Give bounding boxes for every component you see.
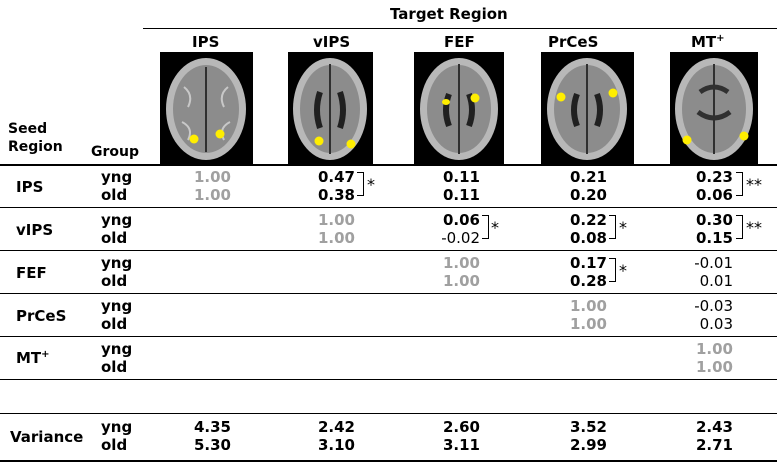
variance-fef-yng: 2.60	[442, 418, 480, 436]
seed-vips: vIPS	[16, 221, 54, 239]
cell-prces-prces-yng: 1.00	[569, 297, 607, 315]
variance-prces-yng: 3.52	[569, 418, 607, 436]
cell-vips-fef-yng: 0.06	[442, 211, 480, 229]
group-label: yng	[101, 168, 133, 186]
significance-star: *	[619, 261, 627, 280]
seed-mt: MT+	[16, 349, 50, 367]
variance-mt-yng: 2.43	[695, 418, 733, 436]
brain-image-mt	[670, 52, 758, 165]
significance-star: *	[367, 175, 375, 194]
cell-vips-mt-old: 0.15	[695, 229, 733, 247]
header-rule	[143, 28, 777, 29]
significance-star: **	[746, 175, 762, 194]
cell-vips-vips-yng: 1.00	[317, 211, 355, 229]
row-divider	[0, 250, 777, 251]
group-label: yng	[101, 254, 133, 272]
cell-ips-prces-old: 0.20	[569, 186, 607, 204]
brain-image-ips	[160, 52, 253, 165]
cell-mt-mt-old: 1.00	[695, 358, 733, 376]
group-label: old	[101, 229, 128, 247]
brain-image-vips	[288, 52, 373, 165]
cell-ips-ips-old: 1.00	[193, 186, 231, 204]
col-header-mt: MT+	[691, 33, 725, 51]
cell-prces-mt-old: 0.03	[699, 315, 733, 333]
variance-label: Variance	[10, 428, 84, 446]
cell-vips-mt-yng: 0.30	[695, 211, 733, 229]
cell-fef-prces-yng: 0.17	[569, 254, 607, 272]
significance-bracket	[736, 215, 743, 239]
group-label: old	[101, 186, 128, 204]
group-label: old	[101, 358, 128, 376]
variance-fef-old: 3.11	[442, 436, 480, 454]
variance-vips-old: 3.10	[317, 436, 355, 454]
cell-ips-ips-yng: 1.00	[193, 168, 231, 186]
seed-fef: FEF	[16, 264, 47, 282]
seed-prces: PrCeS	[16, 307, 67, 325]
cell-ips-mt-yng: 0.23	[695, 168, 733, 186]
group-label: yng	[101, 418, 133, 436]
col-header-prces: PrCeS	[548, 33, 599, 51]
brain-image-fef	[414, 52, 504, 165]
cell-ips-prces-yng: 0.21	[569, 168, 607, 186]
significance-star: **	[746, 218, 762, 237]
significance-star: *	[619, 218, 627, 237]
variance-top-rule	[0, 413, 777, 414]
cell-vips-prces-old: 0.08	[569, 229, 607, 247]
significance-bracket	[357, 172, 364, 196]
group-label: old	[101, 315, 128, 333]
table-top-rule	[0, 164, 777, 166]
cell-vips-fef-old: -0.02	[441, 229, 480, 247]
row-divider	[0, 379, 777, 380]
col-header-fef: FEF	[444, 33, 475, 51]
cell-fef-fef-yng: 1.00	[442, 254, 480, 272]
cell-mt-mt-yng: 1.00	[695, 340, 733, 358]
cell-ips-fef-old: 0.11	[442, 186, 480, 204]
row-divider	[0, 336, 777, 337]
group-label: old	[101, 272, 128, 290]
seed-region-header: Seed Region	[8, 121, 63, 155]
cell-fef-fef-old: 1.00	[442, 272, 480, 290]
significance-bracket	[609, 258, 616, 282]
cell-ips-mt-old: 0.06	[695, 186, 733, 204]
col-header-ips: IPS	[192, 33, 220, 51]
cell-prces-prces-old: 1.00	[569, 315, 607, 333]
row-divider	[0, 207, 777, 208]
cell-prces-mt-yng: -0.03	[694, 297, 733, 315]
row-divider	[0, 293, 777, 294]
group-label: yng	[101, 297, 133, 315]
cell-ips-vips-old: 0.38	[317, 186, 355, 204]
variance-ips-old: 5.30	[193, 436, 231, 454]
cell-vips-prces-yng: 0.22	[569, 211, 607, 229]
group-label: yng	[101, 211, 133, 229]
cell-ips-vips-yng: 0.47	[317, 168, 355, 186]
significance-star: *	[491, 218, 499, 237]
seed-ips: IPS	[16, 178, 44, 196]
variance-prces-old: 2.99	[569, 436, 607, 454]
group-header: Group	[91, 144, 140, 160]
brain-image-prces	[541, 52, 634, 165]
group-label: yng	[101, 340, 133, 358]
table-bottom-rule	[0, 460, 777, 462]
significance-bracket	[609, 215, 616, 239]
variance-ips-yng: 4.35	[193, 418, 231, 436]
cell-ips-fef-yng: 0.11	[442, 168, 480, 186]
cell-vips-vips-old: 1.00	[317, 229, 355, 247]
target-region-header: Target Region	[390, 5, 508, 23]
significance-bracket	[736, 172, 743, 196]
cell-fef-mt-yng: -0.01	[694, 254, 733, 272]
cell-fef-prces-old: 0.28	[569, 272, 607, 290]
cell-fef-mt-old: 0.01	[699, 272, 733, 290]
significance-bracket	[482, 215, 489, 239]
col-header-vips: vIPS	[313, 33, 351, 51]
variance-mt-old: 2.71	[695, 436, 733, 454]
variance-vips-yng: 2.42	[317, 418, 355, 436]
group-label: old	[101, 436, 128, 454]
